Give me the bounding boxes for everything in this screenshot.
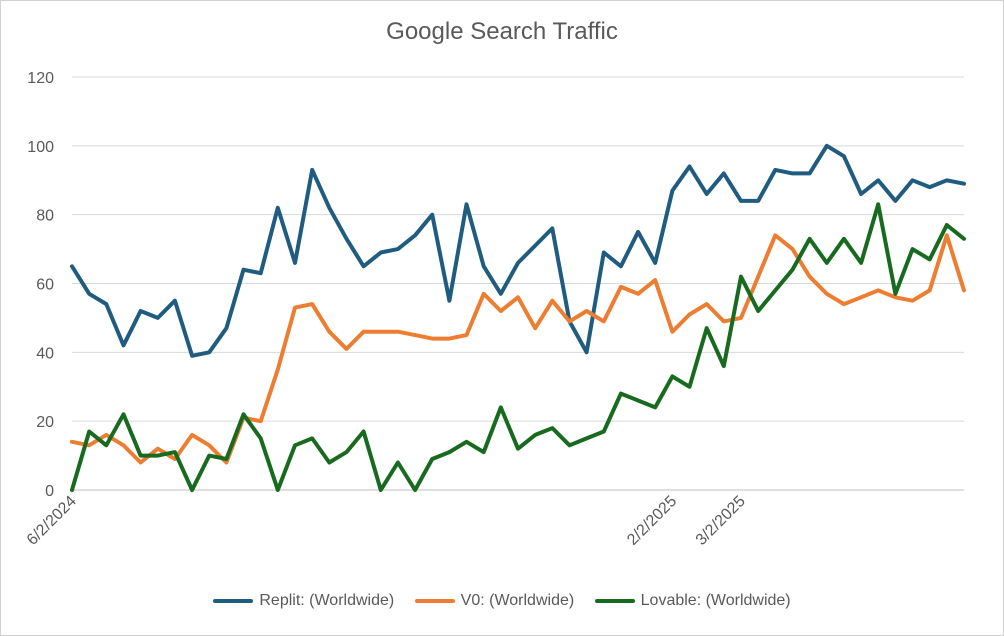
legend: Replit: (Worldwide) V0: (Worldwide) Lova…	[0, 592, 1004, 610]
x-tick-label: 2/2/2025	[624, 493, 680, 549]
series-line-v0	[70, 233, 966, 465]
y-tick-label: 40	[36, 345, 54, 362]
gridlines	[72, 76, 964, 491]
x-axis-ticks: 6/2/2024 2/2/2025 3/2/2025	[24, 493, 749, 549]
y-tick-label: 0	[45, 483, 54, 500]
legend-item-replit: Replit: (Worldwide)	[213, 592, 394, 610]
chart-title: Google Search Traffic	[386, 18, 618, 45]
y-tick-label: 120	[27, 70, 54, 87]
legend-label-v0: V0: (Worldwide)	[460, 592, 575, 609]
legend-label-replit: Replit: (Worldwide)	[259, 592, 395, 609]
series-line-lovable	[70, 202, 966, 492]
series-line-replit	[70, 143, 966, 358]
y-axis-ticks: 0 20 40 60 80 100 120	[27, 70, 54, 500]
x-tick-label: 3/2/2025	[693, 493, 749, 549]
series-lines	[70, 143, 966, 492]
y-tick-label: 60	[36, 277, 54, 294]
legend-label-lovable: Lovable: (Worldwide)	[640, 592, 791, 609]
x-tick-label: 6/2/2024	[24, 493, 80, 549]
legend-item-lovable: Lovable: (Worldwide)	[594, 592, 791, 610]
y-tick-label: 100	[27, 139, 54, 156]
legend-swatch-lovable	[594, 598, 635, 603]
legend-swatch-v0	[414, 598, 455, 603]
y-tick-label: 80	[36, 208, 54, 225]
y-tick-label: 20	[36, 414, 54, 431]
legend-swatch-replit	[213, 598, 254, 603]
legend-item-v0: V0: (Worldwide)	[414, 592, 575, 610]
